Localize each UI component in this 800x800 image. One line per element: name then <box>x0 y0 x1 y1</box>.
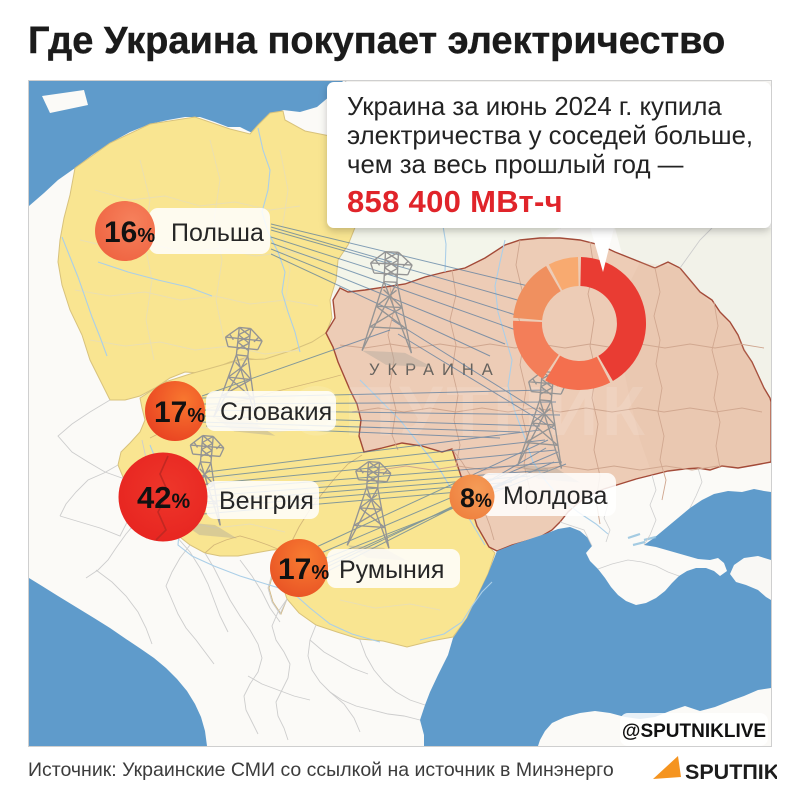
svg-text:электричества у соседей больше: электричества у соседей больше, <box>347 122 753 150</box>
svg-text:Украина за июнь 2024 г. купила: Украина за июнь 2024 г. купила <box>347 93 722 121</box>
svg-text:Венгрия: Венгрия <box>219 487 314 515</box>
svg-text:Польша: Польша <box>171 219 264 247</box>
svg-text:858 400 МВт-ч: 858 400 МВт-ч <box>347 184 563 219</box>
svg-text:чем за весь прошлый год —: чем за весь прошлый год — <box>347 151 684 179</box>
svg-text:SPUTПIK: SPUTПIK <box>685 760 777 784</box>
svg-text:42%: 42% <box>137 480 190 515</box>
svg-text:Словакия: Словакия <box>220 398 332 426</box>
svg-text:Молдова: Молдова <box>503 482 608 510</box>
svg-text:@SPUTNIKLIVE: @SPUTNIKLIVE <box>622 721 766 742</box>
svg-text:Румыния: Румыния <box>339 556 444 584</box>
